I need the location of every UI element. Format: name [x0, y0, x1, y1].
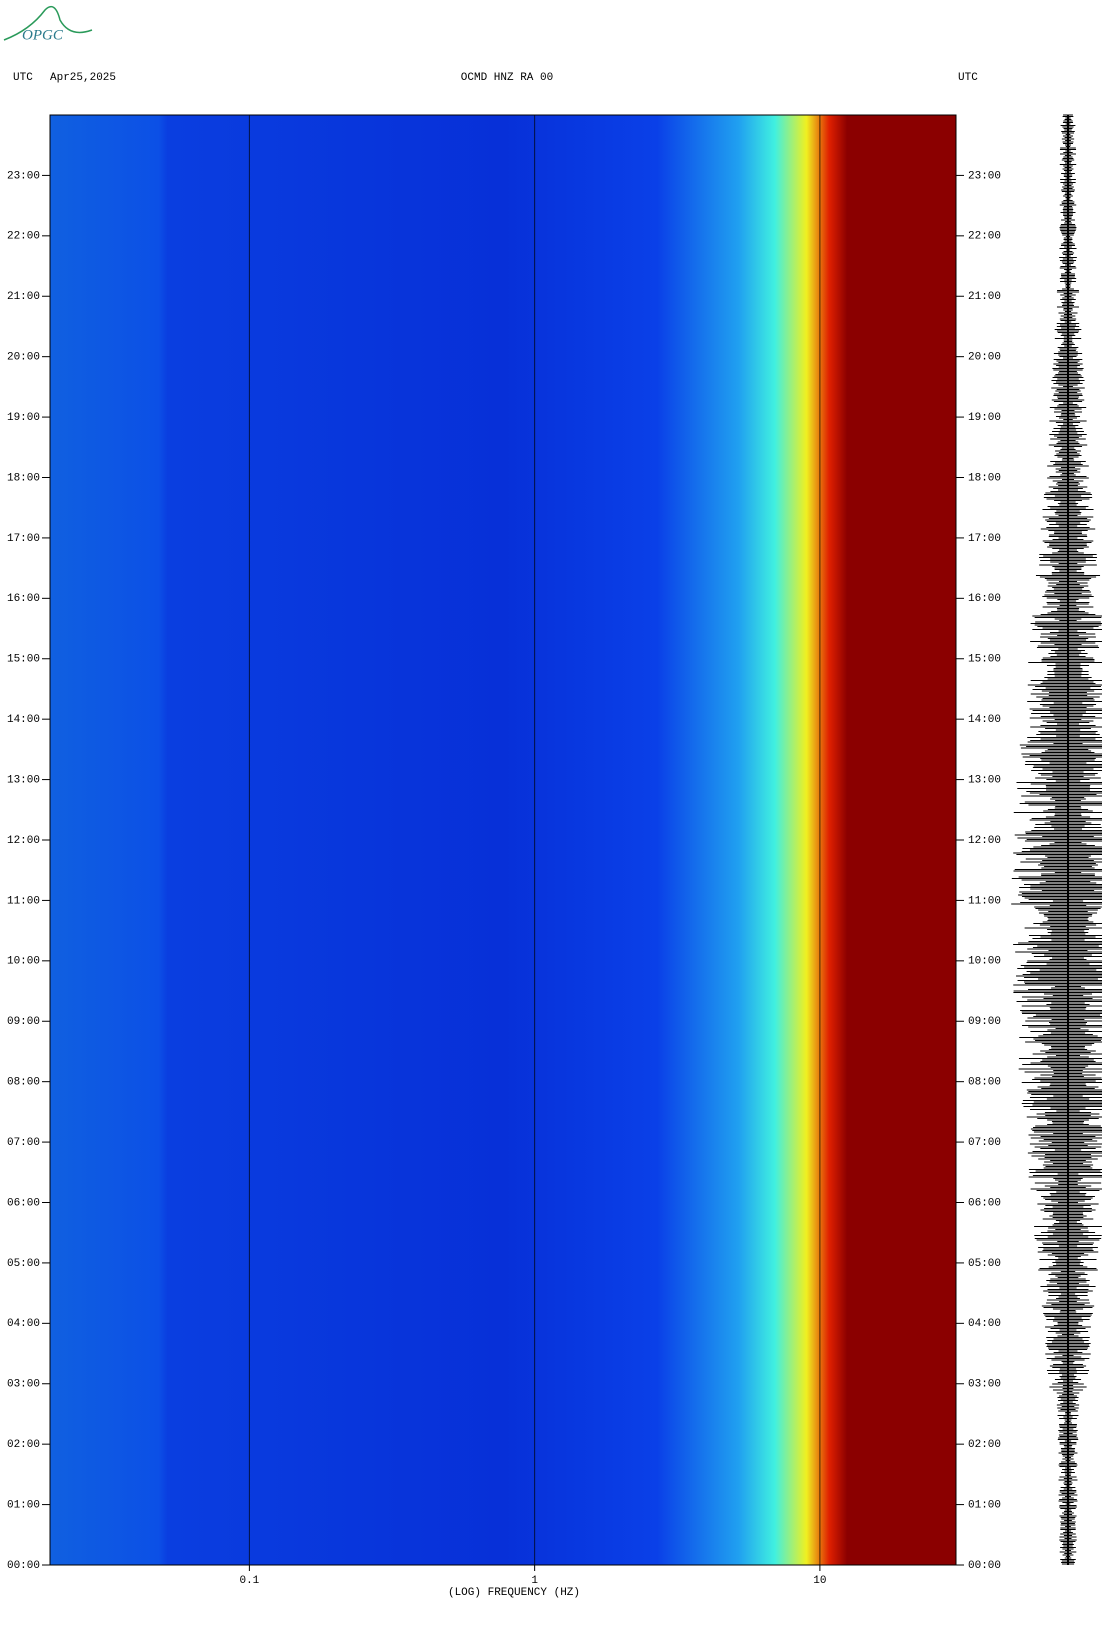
y-tick-label: 18:00: [7, 472, 40, 484]
y-tick-label: 08:00: [7, 1077, 40, 1089]
y-tick-label: 21:00: [968, 291, 1001, 303]
y-tick-label: 16:00: [968, 593, 1001, 605]
y-tick-label: 15:00: [7, 654, 40, 666]
y-tick-label: 20:00: [968, 352, 1001, 364]
date: Apr25,2025: [50, 72, 116, 84]
y-tick-label: 13:00: [7, 774, 40, 786]
y-tick-label: 14:00: [968, 714, 1001, 726]
y-tick-label: 08:00: [968, 1077, 1001, 1089]
y-tick-label: 05:00: [7, 1258, 40, 1270]
y-tick-label: 22:00: [7, 231, 40, 243]
y-tick-label: 16:00: [7, 593, 40, 605]
y-tick-label: 07:00: [7, 1137, 40, 1149]
waveform-trace: [1011, 114, 1102, 1565]
x-tick-label: 10: [813, 1575, 826, 1587]
y-tick-label: 23:00: [968, 170, 1001, 182]
y-tick-label: 17:00: [7, 533, 40, 545]
y-tick-label: 14:00: [7, 714, 40, 726]
y-tick-label: 11:00: [7, 895, 40, 907]
y-tick-label: 12:00: [968, 835, 1001, 847]
x-tick-label: 0.1: [239, 1575, 259, 1587]
logo-curve: [3, 5, 93, 41]
y-tick-label: 06:00: [7, 1197, 40, 1209]
y-tick-label: 19:00: [7, 412, 40, 424]
y-tick-label: 02:00: [7, 1439, 40, 1451]
x-tick-label: 1: [531, 1575, 538, 1587]
chart-title: OCMD HNZ RA 00: [461, 72, 553, 84]
y-tick-label: 04:00: [968, 1318, 1001, 1330]
y-tick-label: 12:00: [7, 835, 40, 847]
y-tick-label: 07:00: [968, 1137, 1001, 1149]
header-zone: UTC: [958, 72, 978, 84]
y-tick-label: 09:00: [7, 1016, 40, 1028]
y-tick-label: 06:00: [968, 1197, 1001, 1209]
y-tick-label: 05:00: [968, 1258, 1001, 1270]
spectrogram-image: [50, 115, 956, 1565]
y-tick-label: 03:00: [7, 1379, 40, 1391]
y-tick-label: 13:00: [968, 774, 1001, 786]
y-tick-label: 15:00: [968, 654, 1001, 666]
y-tick-label: 00:00: [968, 1560, 1001, 1572]
y-tick-label: 00:00: [7, 1560, 40, 1572]
y-tick-label: 22:00: [968, 231, 1001, 243]
y-tick-label: 02:00: [968, 1439, 1001, 1451]
y-tick-label: 01:00: [7, 1499, 40, 1511]
y-tick-label: 19:00: [968, 412, 1001, 424]
y-tick-label: 21:00: [7, 291, 40, 303]
waveform: [1011, 114, 1102, 1565]
y-tick-label: 10:00: [968, 956, 1001, 968]
y-tick-label: 10:00: [7, 956, 40, 968]
y-tick-label: 03:00: [968, 1379, 1001, 1391]
y-tick-label: 04:00: [7, 1318, 40, 1330]
logo: OPGC: [22, 27, 64, 43]
header-zone: UTC: [13, 72, 33, 84]
y-tick-label: 17:00: [968, 533, 1001, 545]
y-tick-label: 18:00: [968, 472, 1001, 484]
y-tick-label: 20:00: [7, 352, 40, 364]
y-tick-label: 23:00: [7, 170, 40, 182]
y-tick-label: 11:00: [968, 895, 1001, 907]
y-tick-label: 01:00: [968, 1499, 1001, 1511]
y-tick-label: 09:00: [968, 1016, 1001, 1028]
x-axis-label: (LOG) FREQUENCY (HZ): [448, 1587, 580, 1599]
